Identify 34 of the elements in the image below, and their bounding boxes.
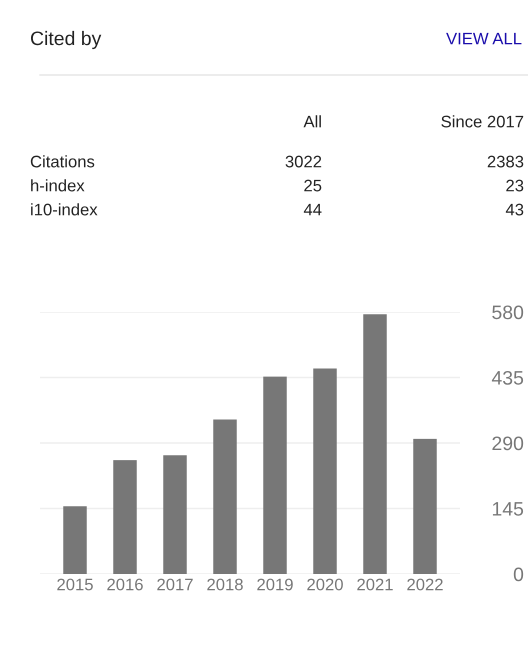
text: Since 2017 [441, 115, 524, 128]
bar [213, 420, 237, 574]
x-tick-label: 2016 [107, 578, 143, 590]
text: All [304, 115, 321, 128]
y-tick-label: 435 [492, 370, 524, 385]
bar [63, 506, 87, 574]
y-tick-label: 580 [492, 305, 524, 320]
category-label: i10-index [31, 203, 98, 216]
data-label: 3022 [286, 156, 322, 168]
data-label: 43 [506, 204, 524, 216]
bar [113, 460, 137, 574]
x-tick-label: 2017 [157, 578, 193, 590]
bar [313, 368, 337, 574]
x-tick-label: 2021 [357, 578, 393, 590]
bar [413, 438, 437, 574]
y-tick-label: 290 [492, 436, 524, 450]
data-label: 2383 [488, 156, 524, 168]
category-label: h-index [31, 179, 84, 192]
data-label: 23 [506, 180, 524, 192]
data-label: 44 [304, 204, 322, 216]
x-tick-label: 2019 [257, 578, 293, 590]
y-tick-label: 0 [514, 567, 524, 582]
text: VIEW ALL [446, 32, 522, 44]
bar [263, 376, 287, 574]
y-tick-label: 145 [492, 502, 524, 516]
text: Cited by [30, 30, 102, 50]
bar [163, 455, 187, 574]
data-label: 25 [304, 180, 322, 192]
x-tick-label: 2015 [57, 578, 93, 590]
x-tick-label: 2018 [207, 578, 243, 590]
category-label: Citations [30, 155, 94, 168]
bar [363, 314, 387, 574]
x-tick-label: 2022 [407, 578, 443, 590]
x-tick-label: 2020 [307, 578, 343, 590]
